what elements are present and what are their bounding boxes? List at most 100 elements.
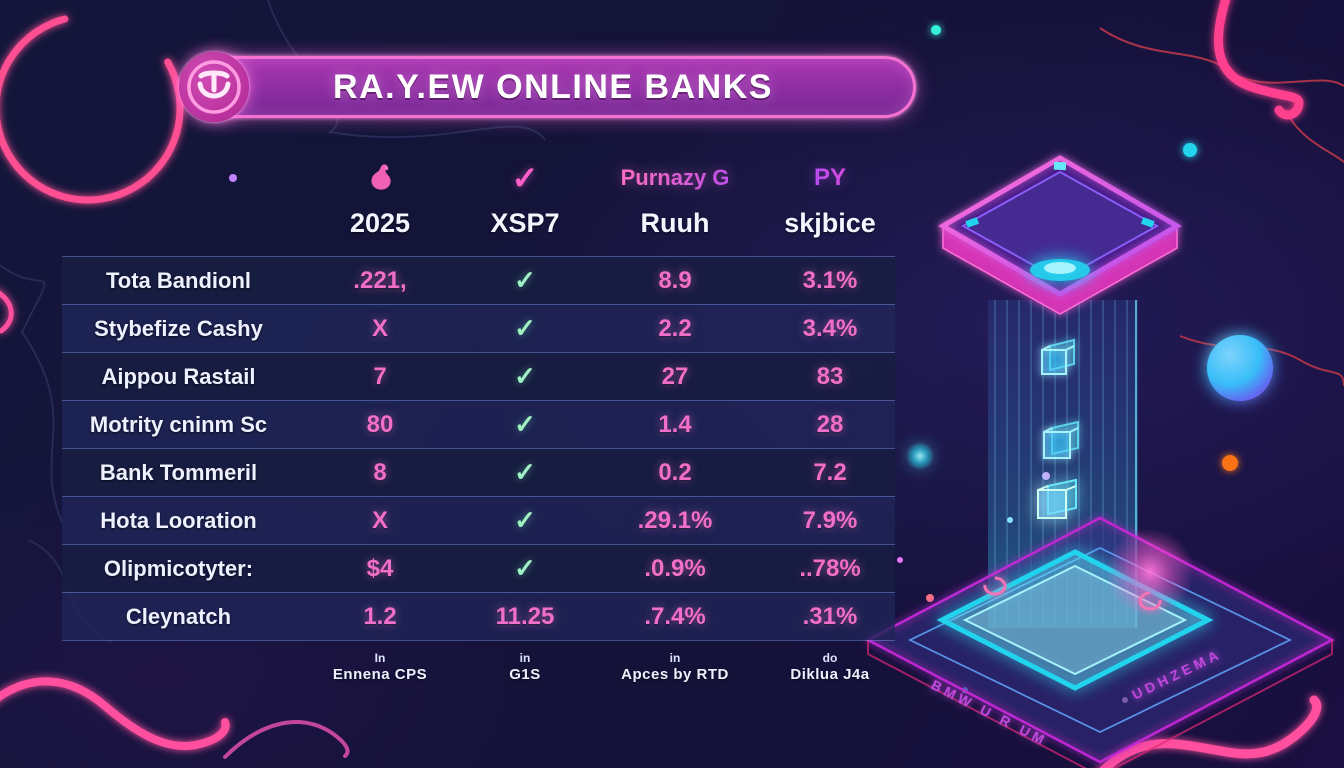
- table-row: Bank Tommeril 8 ✓ 0.2 7.2: [62, 448, 895, 496]
- floating-cube: [1041, 338, 1075, 375]
- flame-icon: [371, 164, 391, 190]
- platform-top: [938, 155, 1182, 297]
- platform-core: [1044, 262, 1076, 274]
- column-eyebrow: Purnazy G: [620, 165, 730, 190]
- corner-chip: [965, 217, 980, 228]
- table-row: Aippou Rastail 7 ✓ 27 83: [62, 352, 895, 400]
- value-cell: 7: [373, 362, 387, 390]
- bank-name: Stybefize Cashy: [94, 315, 263, 341]
- title-banner: RA.Y.EW ONLINE BANKS: [190, 56, 916, 118]
- value-cell: 7.9%: [802, 506, 858, 534]
- bank-name: Olipmicotyter:: [103, 555, 254, 581]
- value-cell: 0.2: [658, 458, 692, 486]
- pink-hotspot-glow: [1106, 528, 1194, 616]
- cyan-dot: [931, 25, 941, 35]
- corner-chip: [1140, 217, 1155, 228]
- base-glyph-curl: [983, 576, 1007, 596]
- table-body: Tota Bandionl .221, ✓ 8.9 3.1% Stybefize…: [62, 256, 895, 641]
- check-icon: ✓: [514, 553, 536, 583]
- value-cell: 7.2: [813, 458, 847, 486]
- pink-mark-left-edge: [0, 290, 14, 334]
- bank-name: Cleynatch: [125, 603, 232, 629]
- value-cell: 1.4: [658, 410, 692, 438]
- footnote-line1: do: [822, 651, 838, 665]
- red-dot: [926, 594, 934, 602]
- table-header: 2025 ✓ XSP7 Purnazy G Ruuh PY skjbice: [62, 150, 895, 256]
- footnote-line1: in: [669, 651, 681, 665]
- value-cell: .31%: [802, 602, 858, 630]
- footnote: in G1S: [465, 651, 585, 685]
- check-icon: ✓: [514, 409, 536, 439]
- footnote-line2: G1S: [509, 666, 541, 683]
- value-cell: .0.9%: [644, 554, 706, 582]
- column-name: XSP7: [490, 208, 560, 238]
- page-title: RA.Y.EW ONLINE BANKS: [333, 67, 773, 106]
- header-col-xsp7: ✓ XSP7: [465, 156, 585, 239]
- bank-name: Aippou Rastail: [101, 363, 256, 389]
- footnote: in Apces by RTD: [585, 651, 765, 685]
- floating-cube: [1037, 478, 1077, 519]
- value-cell: 3.4%: [802, 314, 858, 342]
- value-cell: 2.2: [658, 314, 692, 342]
- base-rim: [867, 640, 1333, 768]
- check-icon: ✓: [514, 361, 536, 391]
- footnote-line2: Diklua J4a: [790, 666, 870, 683]
- header-col-skjbice: PY skjbice: [765, 156, 895, 239]
- check-icon: ✓: [514, 457, 536, 487]
- value-cell: .221,: [353, 266, 407, 294]
- bank-name: Bank Tommeril: [99, 459, 258, 485]
- cyan-dot: [1183, 143, 1197, 157]
- check-icon: ✓: [514, 265, 536, 295]
- pink-wave-bottom-right: [1099, 695, 1322, 768]
- planet-sphere: [1207, 335, 1273, 401]
- corner-chip: [1053, 161, 1067, 171]
- logo-glyph: [187, 60, 241, 114]
- check-icon: ✓: [514, 313, 536, 343]
- bank-name: Tota Bandionl: [105, 267, 252, 293]
- footnote-line1: In: [374, 651, 386, 665]
- hologram-tower: BMW U R UM UDHZEMA: [865, 155, 1335, 768]
- check-icon: ✓: [511, 160, 539, 196]
- bank-name: Hota Looration: [100, 507, 257, 533]
- orange-dot: [1222, 455, 1238, 471]
- value-cell: 83: [816, 362, 844, 390]
- column-eyebrow: PY: [813, 164, 846, 191]
- table-row: Tota Bandionl .221, ✓ 8.9 3.1%: [62, 256, 895, 304]
- value-cell: 80: [366, 410, 394, 438]
- value-cell: 8.9: [658, 266, 692, 294]
- column-name: Ruuh: [640, 208, 710, 238]
- value-cell: 11.25: [495, 602, 555, 630]
- value-cell: X: [371, 506, 388, 534]
- value-cell: 28: [816, 410, 844, 438]
- table-row: Stybefize Cashy X ✓ 2.2 3.4%: [62, 304, 895, 352]
- cyan-glow-dot: [906, 442, 934, 470]
- value-cell: 27: [661, 362, 689, 390]
- header-col-ruuh: Purnazy G Ruuh: [585, 156, 765, 239]
- footnote-line2: Ennena CPS: [332, 666, 428, 683]
- value-cell: 8: [373, 458, 387, 486]
- coin-smile-logo-icon: [179, 52, 249, 122]
- purple-dot: [229, 174, 237, 182]
- value-cell: .29.1%: [637, 506, 713, 534]
- footnote-line2: Apces by RTD: [621, 666, 729, 683]
- footnote: In Ennena CPS: [295, 651, 465, 685]
- table-footnotes: In Ennena CPS in G1S in Apces by RTD do …: [62, 651, 895, 685]
- value-cell: 3.1%: [802, 266, 858, 294]
- header-col-2025: 2025: [295, 156, 465, 239]
- table-row: Hota Looration X ✓ .29.1% 7.9%: [62, 496, 895, 544]
- comparison-table: 2025 ✓ XSP7 Purnazy G Ruuh PY skjbice To…: [62, 150, 895, 685]
- table-row: Olipmicotyter: $4 ✓ .0.9% ..78%: [62, 544, 895, 592]
- column-name: 2025: [349, 208, 411, 238]
- pink-dot: [897, 557, 903, 563]
- base-glyph-curl: [1138, 591, 1162, 611]
- value-cell: $4: [366, 554, 394, 582]
- footnote-line1: in: [519, 651, 531, 665]
- value-cell: .7.4%: [644, 602, 706, 630]
- footnote: do Diklua J4a: [765, 651, 895, 685]
- neon-open-circle: [0, 12, 184, 204]
- bank-name: Motrity cninm Sc: [89, 411, 268, 437]
- column-name: skjbice: [784, 208, 876, 238]
- value-cell: X: [371, 314, 388, 342]
